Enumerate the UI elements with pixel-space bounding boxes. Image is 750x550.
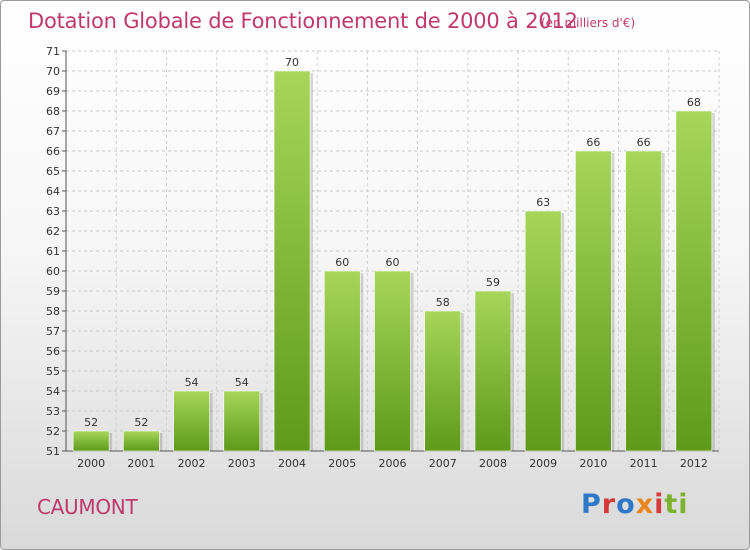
y-tick-label: 59 [46, 285, 60, 298]
data-label: 52 [84, 416, 98, 429]
data-label: 58 [436, 296, 450, 309]
y-tick-label: 67 [46, 125, 60, 138]
logo-letter: o [616, 489, 636, 520]
x-tick-label: 2004 [278, 457, 306, 470]
y-tick-label: 51 [46, 445, 60, 458]
x-tick-label: 2006 [379, 457, 407, 470]
data-label: 60 [335, 256, 349, 269]
data-label: 70 [285, 56, 299, 69]
data-label: 66 [637, 136, 651, 149]
y-tick-label: 62 [46, 225, 60, 238]
y-tick-label: 63 [46, 205, 60, 218]
x-tick-label: 2001 [127, 457, 155, 470]
bar [72, 430, 110, 452]
y-tick-label: 68 [46, 105, 60, 118]
data-labels: 52 52 54 54 70 60 60 58 59 63 66 66 68 [84, 56, 701, 429]
x-tick-label: 2007 [429, 457, 457, 470]
y-tick-label: 70 [46, 65, 60, 78]
y-tick-label: 55 [46, 365, 60, 378]
x-tick-label: 2002 [178, 457, 206, 470]
y-tick-label: 56 [46, 345, 60, 358]
y-tick-label: 60 [46, 265, 60, 278]
y-tick-label: 57 [46, 325, 60, 338]
y-tick-label: 53 [46, 405, 60, 418]
bar [474, 290, 512, 452]
bar [675, 110, 713, 452]
logo-letter: i [654, 489, 665, 520]
tick-labels: 51 52 53 54 55 56 57 58 59 60 61 62 63 64 65 66 67 68 69 70… [46, 45, 708, 470]
bar [524, 210, 562, 452]
y-tick-label: 64 [46, 185, 60, 198]
x-tick-label: 2008 [479, 457, 507, 470]
logo-letter: i [678, 489, 689, 520]
x-tick-label: 2010 [579, 457, 607, 470]
y-tick-label: 52 [46, 425, 60, 438]
y-tick-label: 71 [46, 45, 60, 58]
x-tick-label: 2005 [328, 457, 356, 470]
chart-title: Dotation Globale de Fonctionnement de 20… [28, 9, 578, 33]
bar [323, 270, 361, 452]
data-label: 54 [185, 376, 199, 389]
bar [173, 390, 210, 452]
data-label: 63 [536, 196, 550, 209]
bar [424, 310, 462, 452]
data-label: 60 [386, 256, 400, 269]
x-tick-label: 2012 [680, 457, 708, 470]
x-tick-label: 2011 [630, 457, 658, 470]
data-label: 52 [134, 416, 148, 429]
logo-letter: t [664, 489, 679, 520]
bar [223, 390, 261, 452]
proxiti-logo: Proxiti [581, 489, 689, 520]
commune-name: CAUMONT [37, 495, 138, 519]
data-label: 68 [687, 96, 701, 109]
y-tick-label: 54 [46, 385, 60, 398]
bar [273, 70, 311, 452]
data-label: 66 [586, 136, 600, 149]
bar [123, 430, 160, 452]
y-tick-label: 61 [46, 245, 60, 258]
data-label: 54 [235, 376, 249, 389]
bar [625, 150, 662, 452]
y-tick-label: 58 [46, 305, 60, 318]
x-tick-label: 2009 [529, 457, 557, 470]
y-tick-label: 66 [46, 145, 60, 158]
chart-subtitle: (en milliers d'€) [541, 16, 636, 30]
x-tick-label: 2003 [228, 457, 256, 470]
logo-letter: P [581, 489, 602, 520]
bar [374, 270, 411, 452]
x-tick-label: 2000 [77, 457, 105, 470]
y-tick-label: 69 [46, 85, 60, 98]
logo-letter: r [601, 489, 617, 520]
y-tick-label: 65 [46, 165, 60, 178]
data-label: 59 [486, 276, 500, 289]
logo-letter: x [635, 489, 655, 520]
bars [72, 70, 715, 452]
bar [575, 150, 612, 452]
